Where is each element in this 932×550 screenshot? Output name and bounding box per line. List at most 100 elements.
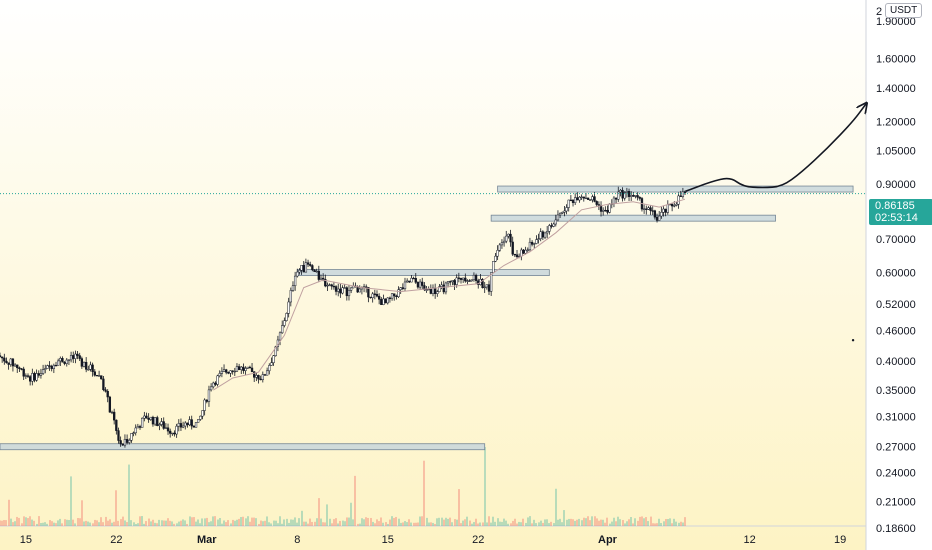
candle-9: [18, 366, 21, 373]
candle-262: [563, 206, 566, 217]
volume-bar-12: [25, 517, 27, 526]
volume-bar-282: [606, 517, 608, 526]
candle-120: [257, 374, 260, 384]
candle-257: [552, 222, 555, 228]
volume-bar-179: [385, 522, 387, 526]
candle-46: [97, 370, 101, 377]
volume-bar-301: [647, 521, 649, 526]
volume-bar-109: [234, 520, 236, 526]
volume-bar-54: [115, 490, 117, 526]
candle-158: [339, 284, 342, 298]
candle-281: [604, 206, 607, 212]
candle-30: [63, 361, 66, 366]
last-price-badge: 0.86185 02:53:14: [869, 199, 932, 225]
candle-190: [408, 280, 411, 283]
currency-badge[interactable]: USDT: [885, 3, 923, 18]
candle-229: [492, 260, 495, 273]
volume-bar-308: [663, 521, 665, 526]
candle-68: [145, 412, 148, 419]
moving-average-line: [213, 198, 686, 391]
candle-290: [623, 191, 626, 201]
volume-bar-211: [454, 519, 456, 526]
volume-bar-196: [421, 516, 423, 526]
volume-bar-18: [38, 516, 40, 526]
volume-bar-312: [671, 523, 673, 526]
candle-138: [296, 268, 299, 278]
volume-bar-60: [128, 464, 130, 526]
volume-bar-82: [176, 523, 178, 526]
candle-116: [248, 365, 252, 369]
volume-bar-131: [281, 523, 283, 526]
volume-bar-197: [423, 460, 425, 526]
volume-bar-267: [574, 520, 576, 526]
candle-254: [546, 226, 549, 239]
candle-141: [302, 260, 305, 273]
candle-64: [136, 423, 140, 429]
candle-50: [106, 389, 109, 403]
volume-bar-187: [402, 522, 404, 526]
candle-219: [470, 279, 473, 282]
candle-40: [85, 357, 88, 373]
candle-25: [52, 363, 56, 374]
volume-bar-263: [566, 519, 568, 526]
candle-132: [283, 317, 286, 328]
volume-bar-72: [154, 522, 156, 526]
volume-bar-273: [587, 516, 589, 526]
y-tick-label: 0.40000: [876, 356, 916, 368]
candle-145: [311, 264, 314, 272]
volume-bar-235: [505, 520, 507, 526]
candle-66: [141, 417, 144, 428]
candle-261: [561, 211, 564, 215]
volume-bar-23: [49, 520, 51, 526]
candle-226: [485, 284, 489, 290]
candle-113: [242, 363, 245, 374]
candle-173: [371, 291, 374, 303]
volume-bar-240: [516, 523, 518, 526]
candle-292: [627, 188, 631, 201]
volume-bar-105: [225, 522, 227, 526]
candle-256: [550, 222, 553, 229]
volume-bar-251: [540, 520, 542, 526]
candle-61: [130, 433, 133, 443]
volume-bar-189: [406, 522, 408, 526]
candle-255: [548, 223, 551, 235]
candle-221: [474, 273, 478, 285]
candle-251: [539, 228, 542, 242]
volume-bar-113: [242, 516, 244, 526]
candle-302: [649, 205, 652, 215]
volume-bar-200: [430, 522, 432, 526]
candle-124: [265, 367, 269, 376]
candle-65: [138, 424, 142, 430]
candle-286: [614, 197, 618, 204]
volume-bar-260: [559, 518, 561, 526]
candle-205: [440, 281, 443, 290]
volume-bar-231: [497, 518, 499, 526]
price-scale[interactable]: 21.90000 1.60000 1.40000 1.20000 1.05000 0.90…: [876, 6, 916, 535]
volume-bar-45: [96, 520, 98, 526]
x-tick-label: Mar: [197, 534, 217, 546]
volume-bar-147: [316, 518, 318, 526]
y-tick-label: 1.05000: [876, 146, 916, 158]
volume-bar-124: [266, 516, 268, 526]
y-tick-label: 0.21000: [876, 497, 916, 509]
volume-bar-256: [550, 521, 552, 526]
time-scale[interactable]: 15 22 Mar 8 15 22 Apr 12 19: [20, 534, 847, 546]
volume-bar-313: [673, 518, 675, 526]
volume-bar-145: [311, 521, 313, 526]
volume-bar-41: [87, 521, 89, 526]
volume-bar-153: [329, 518, 331, 526]
volume-bar-204: [438, 517, 440, 526]
candle-39: [82, 361, 86, 368]
volume-bar-6: [12, 522, 14, 526]
y-tick-label: 0.27000: [876, 442, 916, 454]
candle-34: [72, 351, 75, 363]
candle-93: [199, 415, 202, 421]
volume-bar-264: [568, 518, 570, 526]
volume-bar-265: [570, 518, 572, 526]
volume-bar-102: [219, 517, 221, 526]
candle-121: [259, 375, 262, 381]
candle-194: [416, 281, 420, 289]
y-tick-label: 0.52000: [876, 299, 916, 311]
volume-bar-233: [501, 521, 503, 526]
